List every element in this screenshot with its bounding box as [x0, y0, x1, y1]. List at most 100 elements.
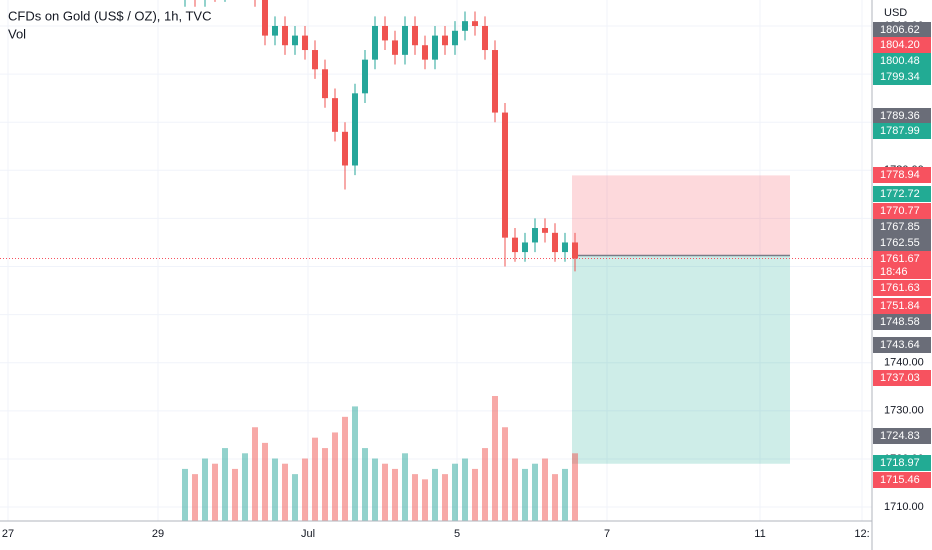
chart-title: CFDs on Gold (US$ / OZ), 1h, TVC: [8, 8, 211, 23]
candle-body: [352, 93, 358, 166]
x-tick-label: 5: [454, 528, 460, 540]
price-label-box: [873, 203, 931, 219]
candle-body: [322, 69, 328, 99]
volume-bar: [362, 448, 368, 521]
price-label: 1789.36: [880, 110, 920, 122]
candle-body: [332, 98, 338, 132]
target-zone: [572, 255, 790, 464]
candle-body: [392, 40, 398, 55]
price-label: 1804.20: [880, 39, 920, 51]
price-label: 1770.77: [880, 205, 920, 217]
volume-bar: [222, 448, 228, 521]
volume-bar: [502, 427, 508, 521]
candle-body: [502, 112, 508, 238]
candle-body: [482, 25, 488, 51]
volume-bar: [252, 427, 258, 521]
x-tick-label: 12:: [854, 528, 869, 540]
candle-body: [282, 25, 288, 46]
price-label-box: [873, 53, 931, 69]
price-label: 1751.84: [880, 300, 920, 312]
price-label: 1787.99: [880, 125, 920, 137]
price-label-box: [873, 108, 931, 124]
volume-bar: [382, 463, 388, 521]
volume-bar: [532, 463, 538, 521]
candle-body: [532, 228, 538, 243]
price-label-box: [873, 280, 931, 296]
price-label-box: [873, 251, 931, 279]
volume-bar: [282, 463, 288, 521]
volume-bar: [352, 406, 358, 521]
price-label-box: [873, 455, 931, 471]
volume-label: Vol: [8, 26, 26, 41]
volume-bar: [372, 458, 378, 521]
volume-bar: [492, 396, 498, 521]
price-label: 1799.34: [880, 71, 920, 83]
candle-body: [492, 50, 498, 113]
candle-body: [382, 25, 388, 41]
price-label: 1743.64: [880, 339, 920, 351]
y-tick-label: 1710.00: [884, 501, 924, 513]
volume-bar: [432, 468, 438, 521]
price-label: 1800.48: [880, 55, 920, 67]
volume-bar: [242, 453, 248, 521]
candle-body: [562, 242, 568, 253]
price-label-box: [873, 472, 931, 488]
candle-body: [302, 35, 308, 51]
price-label: 1761.67: [880, 253, 920, 265]
candle-body: [572, 242, 578, 259]
volume-bar: [452, 463, 458, 521]
candle-body: [372, 25, 378, 60]
price-label-box: [873, 123, 931, 139]
volume-bar: [412, 474, 418, 521]
price-label-box: [873, 428, 931, 444]
price-label-box: [873, 235, 931, 251]
volume-bar: [202, 458, 208, 521]
candle-body: [422, 45, 428, 60]
volume-bar: [512, 458, 518, 521]
candle-body: [452, 30, 458, 46]
volume-bar: [182, 468, 188, 521]
volume-bar: [392, 468, 398, 521]
price-label: 1778.94: [880, 169, 920, 181]
volume-bar: [272, 458, 278, 521]
price-label-box: [873, 22, 931, 38]
volume-bar: [542, 458, 548, 521]
price-label: 1761.63: [880, 282, 920, 294]
volume-bar: [322, 448, 328, 521]
volume-bar: [212, 463, 218, 521]
volume-bar: [572, 453, 578, 521]
y-tick-label: 1730.00: [884, 405, 924, 417]
candle-body: [402, 25, 408, 55]
candle-body: [342, 131, 348, 166]
volume-bar: [312, 437, 318, 521]
price-label-box: [873, 337, 931, 353]
volume-bar: [402, 453, 408, 521]
price-label-box: [873, 37, 931, 53]
candle-body: [442, 35, 448, 46]
candle-body: [472, 21, 478, 26]
x-tick-label: 11: [754, 528, 765, 540]
x-tick-label: 7: [604, 528, 610, 540]
stop-zone: [572, 175, 790, 256]
price-label-box: [873, 167, 931, 183]
countdown-label: 18:46: [880, 266, 908, 278]
candle-body: [262, 0, 268, 36]
price-label-box: [873, 370, 931, 386]
candle-body: [362, 59, 368, 94]
currency-label: USD: [884, 7, 907, 19]
candle-body: [512, 237, 518, 253]
price-label: 1762.55: [880, 237, 920, 249]
candle-body: [432, 35, 438, 60]
volume-bar: [552, 474, 558, 521]
candle-body: [292, 35, 298, 46]
volume-bar: [232, 468, 238, 521]
price-label-box: [873, 298, 931, 314]
volume-bar: [292, 474, 298, 521]
volume-bar: [332, 432, 338, 521]
price-label-box: [873, 69, 931, 85]
price-label: 1718.97: [880, 457, 920, 469]
candle-body: [522, 242, 528, 253]
price-label: 1748.58: [880, 316, 920, 328]
